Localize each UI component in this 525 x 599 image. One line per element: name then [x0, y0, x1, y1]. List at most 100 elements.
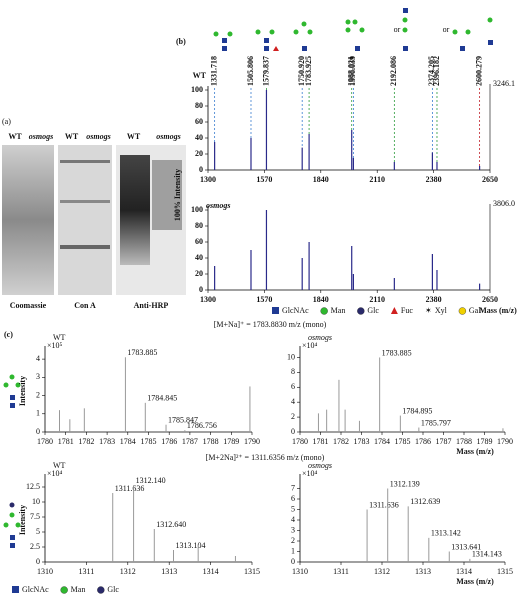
label: 1312.640	[156, 520, 186, 529]
label: osmogs	[156, 132, 180, 141]
label: 1784	[120, 437, 136, 446]
label: Man	[331, 306, 346, 315]
label: Coomassie	[10, 301, 47, 310]
label: [M+2Na]²⁺ = 1311.6356 m/z (mono)	[206, 453, 325, 462]
label: 1785	[395, 437, 411, 446]
label: 7	[291, 483, 295, 492]
label: 100	[191, 85, 203, 94]
label: 40	[195, 133, 203, 142]
label: Man	[71, 585, 86, 594]
label: 1300	[200, 175, 216, 184]
label: osmogs	[29, 132, 53, 141]
label: 60	[195, 237, 203, 246]
label: WT	[53, 333, 66, 342]
label: 1311.636	[369, 500, 399, 509]
label: 2110	[369, 175, 385, 184]
label: Glc	[367, 306, 379, 315]
label: 2192.086	[389, 56, 398, 86]
label: 1781	[313, 437, 329, 446]
label: 1313	[415, 567, 431, 576]
label: 1781	[58, 437, 74, 446]
label: osmogs	[86, 132, 110, 141]
label: 1313.641	[451, 542, 481, 551]
label: 1790	[244, 437, 260, 446]
label: 3	[291, 525, 295, 534]
label: 1787	[436, 437, 452, 446]
label: 1783	[354, 437, 370, 446]
label: osmogs	[308, 461, 332, 470]
legend-symbol	[97, 586, 105, 594]
label: 0	[36, 427, 40, 436]
label: ×10⁵	[47, 341, 63, 350]
label: Anti-HRP	[134, 301, 169, 310]
label: 1780	[37, 437, 53, 446]
label: 1313	[161, 567, 177, 576]
label: 1780	[292, 437, 308, 446]
gel-band	[120, 155, 150, 265]
label: 20	[195, 149, 203, 158]
label: 1789	[477, 437, 493, 446]
label: 1314.143	[472, 550, 502, 559]
label: 1996.039	[348, 56, 357, 86]
label: 1312.139	[390, 479, 420, 488]
legend-symbol	[390, 307, 398, 314]
label: 1783.885	[127, 348, 157, 357]
label: 1300	[200, 295, 216, 304]
label: 2650	[482, 175, 498, 184]
panel-label: (c)	[4, 330, 13, 339]
label: 1785.797	[421, 418, 451, 427]
label: 2650	[482, 295, 498, 304]
label: 1783	[99, 437, 115, 446]
label: 1788	[203, 437, 219, 446]
label: 3806.0	[493, 199, 515, 208]
legend-symbol	[458, 307, 467, 315]
label: 2	[291, 536, 295, 545]
label: 1840	[313, 295, 329, 304]
label: 5	[36, 527, 40, 536]
label: 1314	[456, 567, 472, 576]
label: 1786	[161, 437, 177, 446]
label: 1785.847	[168, 416, 198, 425]
glycan-icons	[213, 8, 493, 51]
label: 1311.636	[115, 484, 145, 493]
label: 1787	[182, 437, 198, 446]
label: 1315	[244, 567, 260, 576]
label: 2374.205	[427, 56, 436, 86]
gel-band	[152, 160, 182, 230]
label: 0	[291, 557, 295, 566]
label: Mass (m/z)	[456, 577, 494, 586]
label: 1790	[497, 437, 513, 446]
gel-image	[58, 145, 112, 295]
label: 0	[199, 285, 203, 294]
label: WT	[8, 132, 22, 141]
gel-band	[60, 245, 110, 249]
label: 1570	[256, 175, 272, 184]
label: 3246.1	[493, 79, 515, 88]
label: Mass (m/z)	[479, 306, 517, 315]
label: 7.5	[30, 512, 40, 521]
legend-symbol	[272, 307, 279, 314]
label: 1570	[256, 295, 272, 304]
label: 1	[36, 409, 40, 418]
label: 100% Intensity	[173, 169, 182, 221]
label: 2110	[369, 295, 385, 304]
label: Fuc	[401, 306, 413, 315]
label: 10	[287, 352, 295, 361]
label: 1782	[333, 437, 349, 446]
label: 100	[191, 205, 203, 214]
label: 4	[291, 515, 295, 524]
label: 1785	[141, 437, 157, 446]
label: 1313.142	[431, 529, 461, 538]
gel-band	[60, 160, 110, 163]
label: Mass (m/z)	[456, 447, 494, 456]
label: 20	[195, 269, 203, 278]
label: 1315	[497, 567, 513, 576]
label: 1311	[79, 567, 95, 576]
legend-symbol: ✶	[425, 306, 432, 315]
label: 4	[291, 397, 295, 406]
panel-label: (b)	[176, 37, 186, 46]
label: 1312.639	[410, 497, 440, 506]
label: WT	[193, 71, 207, 80]
